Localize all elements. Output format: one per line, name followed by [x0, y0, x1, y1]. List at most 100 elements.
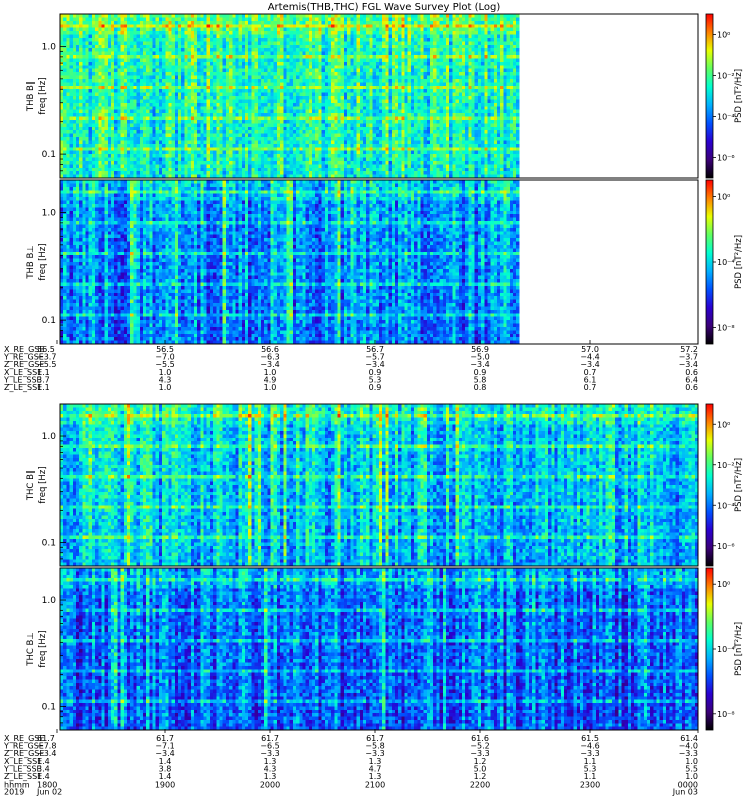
ephemeris-value: −3.3 — [470, 749, 489, 758]
ephemeris-value: 6.4 — [685, 375, 698, 384]
ephemeris-row-label: Y_RE_GSE — [3, 742, 44, 751]
colorbar — [705, 13, 714, 179]
ephemeris-value: 4.3 — [264, 764, 277, 773]
time-tick-label: 2000 — [260, 781, 280, 790]
date-tick-label: Jun 03 — [672, 788, 698, 797]
ephemeris-row-label: Z_RE_GSE — [4, 749, 44, 758]
time-tick-label: 2200 — [470, 781, 490, 790]
ephemeris-value: 1.4 — [37, 772, 50, 781]
ephemeris-row-label: X_LE_SSE — [4, 757, 42, 766]
time-tick-label: 1900 — [155, 781, 175, 790]
ephemeris-value: −3.3 — [679, 749, 698, 758]
ephemeris-value: −5.2 — [470, 742, 489, 751]
spectrogram-panel-thb_bpar: 1.0 0.1 THB B‖ freq [Hz] 10⁰ 10⁻² 10⁻⁴ 10⁻⁶ PSD … — [26, 13, 744, 179]
heatmap-cells — [60, 568, 698, 730]
heatmap-cells — [60, 404, 698, 566]
spectrogram-panel-thb_bperp: 1.0 0.1 THB B⊥ freq [Hz] 10⁰ 10⁻⁴ 10⁻⁸ PSD [nT²… — [26, 179, 744, 345]
colorbar-label: PSD [nT²/Hz] — [734, 69, 744, 123]
time-tick-label: 0000 — [678, 781, 698, 790]
ephemeris-value: 0.7 — [584, 383, 597, 392]
ephemeris-value: −3.3 — [260, 749, 279, 758]
time-label-hhmm: hhmm — [4, 781, 30, 790]
ephemeris-value: −7.8 — [37, 742, 56, 751]
y-tick-label: 1.0 — [42, 42, 57, 52]
ephemeris-value: 1.0 — [264, 368, 277, 377]
ephemeris-value: 1.4 — [159, 772, 172, 781]
colorbar-tick-label: 10⁰ — [717, 31, 730, 40]
ephemeris-value: −7.0 — [155, 353, 174, 362]
ephemeris-value: 1.0 — [685, 772, 698, 781]
ephemeris-row-label: Z_LE_SSE — [4, 772, 42, 781]
ephemeris-value: 1.0 — [264, 383, 277, 392]
ephemeris-value: 4.9 — [264, 375, 277, 384]
y-axis-label-frequency: freq [Hz] — [38, 466, 48, 503]
ephemeris-value: −3.7 — [679, 353, 698, 362]
ephemeris-value: 5.3 — [369, 375, 382, 384]
y-tick-label: 1.0 — [42, 208, 57, 218]
colorbar-tick-label: 10⁻² — [717, 72, 735, 81]
ephemeris-value: 61.7 — [37, 734, 55, 743]
time-label-year: 2019 — [4, 788, 24, 797]
time-tick-label: 2100 — [365, 781, 385, 790]
colorbar-tick-label: 10⁻⁶ — [717, 154, 735, 163]
ephemeris-value: −3.4 — [679, 360, 698, 369]
ephemeris-value: −5.5 — [155, 360, 174, 369]
ephemeris-value: 1.0 — [159, 383, 172, 392]
plot-frame — [59, 179, 699, 345]
ephemeris-row-label: X_LE_SSE — [4, 368, 42, 377]
colorbar-tick-label: 10⁻⁴ — [717, 113, 735, 122]
y-axis-label-frequency: freq [Hz] — [38, 77, 48, 114]
ephemeris-value: 61.5 — [581, 734, 599, 743]
colorbar-tick-label: 10⁰ — [717, 580, 730, 589]
y-axis-label-instrument: THB B‖ — [26, 81, 36, 112]
ephemeris-value: −6.5 — [260, 742, 279, 751]
ephemeris-value: 0.7 — [584, 368, 597, 377]
ephemeris-value: −5.0 — [470, 353, 489, 362]
y-tick-label: 0.1 — [42, 702, 56, 712]
colorbar-tick-label: 10⁰ — [717, 192, 730, 201]
y-axis-label-instrument: THC B⊥ — [26, 632, 36, 666]
ephemeris-value: 5.8 — [474, 375, 487, 384]
ephemeris-value: 3.7 — [37, 375, 50, 384]
colorbar-tick-label: 10⁻⁴ — [717, 501, 735, 510]
ephemeris-value: −4.0 — [679, 742, 698, 751]
colorbar-tick-label: 10⁻⁴ — [717, 258, 735, 267]
ephemeris-value: −5.7 — [365, 353, 384, 362]
y-tick-label: 1.0 — [42, 596, 57, 606]
ephemeris-value: 61.4 — [680, 734, 698, 743]
ephemeris-value: −7.1 — [155, 742, 174, 751]
ephemeris-value: 1.1 — [37, 368, 50, 377]
colorbar — [705, 403, 714, 567]
figure-title: Artemis(THB,THC) FGL Wave Survey Plot (L… — [268, 2, 501, 13]
plot-frame — [59, 13, 699, 179]
colorbar — [705, 567, 714, 731]
plot-frame — [59, 403, 699, 567]
ephemeris-value: 61.7 — [261, 734, 279, 743]
ephemeris-value: −5.8 — [365, 742, 384, 751]
ephemeris-value: −3.3 — [580, 749, 599, 758]
ephemeris-row-label: X_RE_GSE — [4, 345, 44, 354]
ephemeris-value: 1.1 — [584, 772, 597, 781]
ephemeris-value: 3.8 — [159, 764, 172, 773]
ephemeris-value: 57.2 — [680, 345, 698, 354]
ephemeris-value: −4.4 — [580, 353, 599, 362]
colorbar-tick-label: 10⁻⁶ — [717, 542, 735, 551]
ephemeris-value: 1.3 — [369, 772, 382, 781]
ephemeris-value: 6.1 — [584, 375, 597, 384]
plot-frame — [59, 567, 699, 731]
ephemeris-value: 1.0 — [685, 757, 698, 766]
ephemeris-value: 0.6 — [685, 368, 698, 377]
colorbar-label: PSD [nT²/Hz] — [734, 235, 744, 289]
time-tick-label: 2300 — [580, 781, 600, 790]
y-axis-label-frequency: freq [Hz] — [38, 630, 48, 667]
ephemeris-value: 3.4 — [37, 764, 50, 773]
ephemeris-value: 0.6 — [685, 383, 698, 392]
colorbar-tick-label: 10⁻² — [717, 461, 735, 470]
spectrogram-panel-thc_bpar: 1.0 0.1 THC B‖ freq [Hz] 10⁰ 10⁻² 10⁻⁴ 10⁻⁶ PSD … — [26, 403, 744, 567]
ephemeris-value: −3.3 — [365, 749, 384, 758]
y-tick-label: 1.0 — [42, 432, 57, 442]
ephemeris-value: 0.9 — [474, 368, 487, 377]
